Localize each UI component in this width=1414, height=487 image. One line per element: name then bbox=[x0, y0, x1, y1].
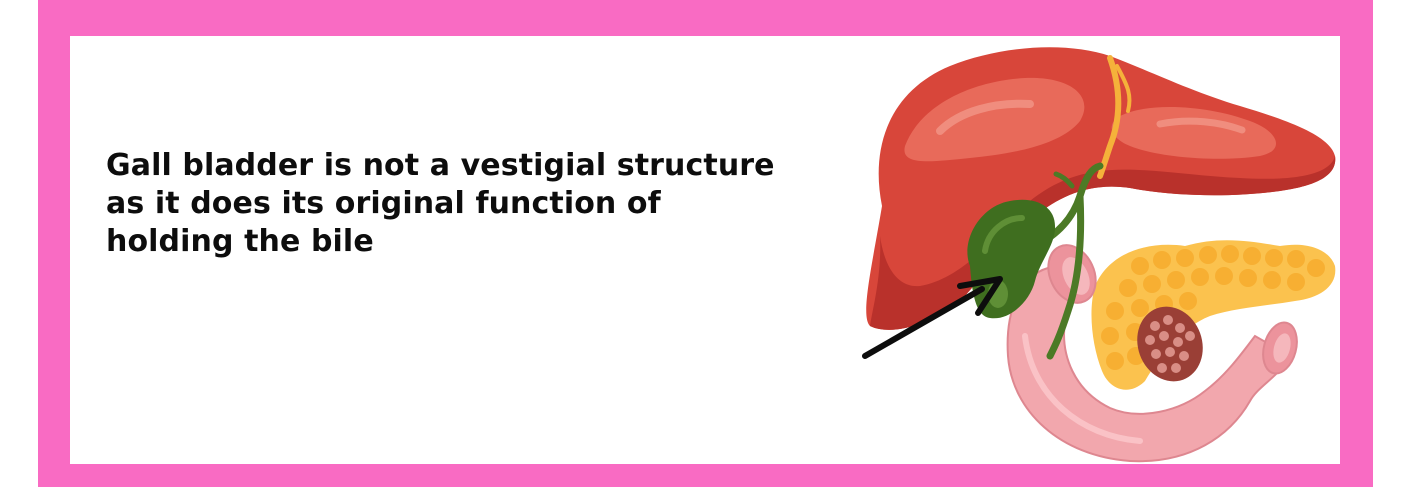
duodenum bbox=[1006, 244, 1298, 463]
pancreas bbox=[1091, 240, 1336, 390]
liver-gallbladder-illustration bbox=[862, 47, 1336, 463]
caption-line-3: holding the bile bbox=[106, 224, 374, 259]
content-panel: Gall bladder is not a vestigial structur… bbox=[70, 36, 1340, 464]
caption-text: Gall bladder is not a vestigial structur… bbox=[106, 147, 886, 261]
gallbladder bbox=[967, 199, 1056, 319]
liver bbox=[866, 47, 1336, 330]
pancreas-lesion bbox=[1137, 306, 1203, 382]
arrow-icon bbox=[862, 276, 1003, 359]
caption-line-2: as it does its original function of bbox=[106, 186, 661, 221]
caption-line-1: Gall bladder is not a vestigial structur… bbox=[106, 148, 775, 183]
